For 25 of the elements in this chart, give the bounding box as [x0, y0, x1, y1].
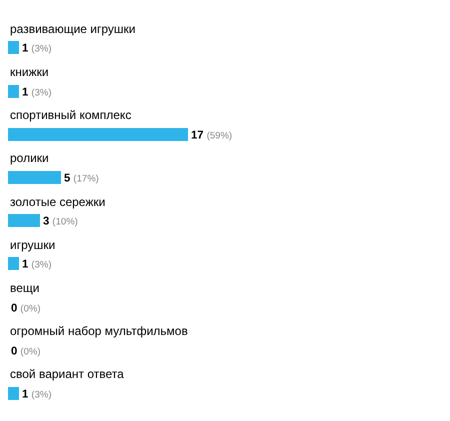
- data-label: 17 (59%): [191, 129, 232, 142]
- bar: [8, 387, 19, 400]
- y-tick-label: спортивный комплекс: [10, 108, 132, 122]
- y-tick-label: ролики: [10, 151, 49, 165]
- bar: [8, 214, 40, 227]
- bar: [8, 85, 19, 98]
- bar: [8, 128, 188, 141]
- bar: [8, 257, 19, 270]
- bar: [8, 41, 19, 54]
- y-tick-label: вещи: [10, 281, 40, 295]
- y-tick-label: свой вариант ответа: [10, 367, 124, 381]
- data-label: 1 (3%): [22, 86, 52, 98]
- y-tick-label: книжки: [10, 65, 49, 79]
- y-tick-label: золотые сережки: [10, 195, 106, 209]
- data-label: 1 (3%): [22, 258, 52, 270]
- y-tick-label: развивающие игрушки: [10, 22, 136, 36]
- data-label: 0 (0%): [11, 302, 41, 314]
- bar: [8, 171, 61, 184]
- data-label: 1 (3%): [22, 388, 52, 400]
- y-tick-label: огромный набор мультфильмов: [10, 324, 188, 338]
- data-label: 5 (17%): [64, 172, 99, 184]
- data-label: 0 (0%): [11, 345, 41, 358]
- y-tick-label: игрушки: [10, 238, 56, 252]
- data-label: 3 (10%): [43, 215, 78, 228]
- data-label: 1 (3%): [22, 42, 52, 54]
